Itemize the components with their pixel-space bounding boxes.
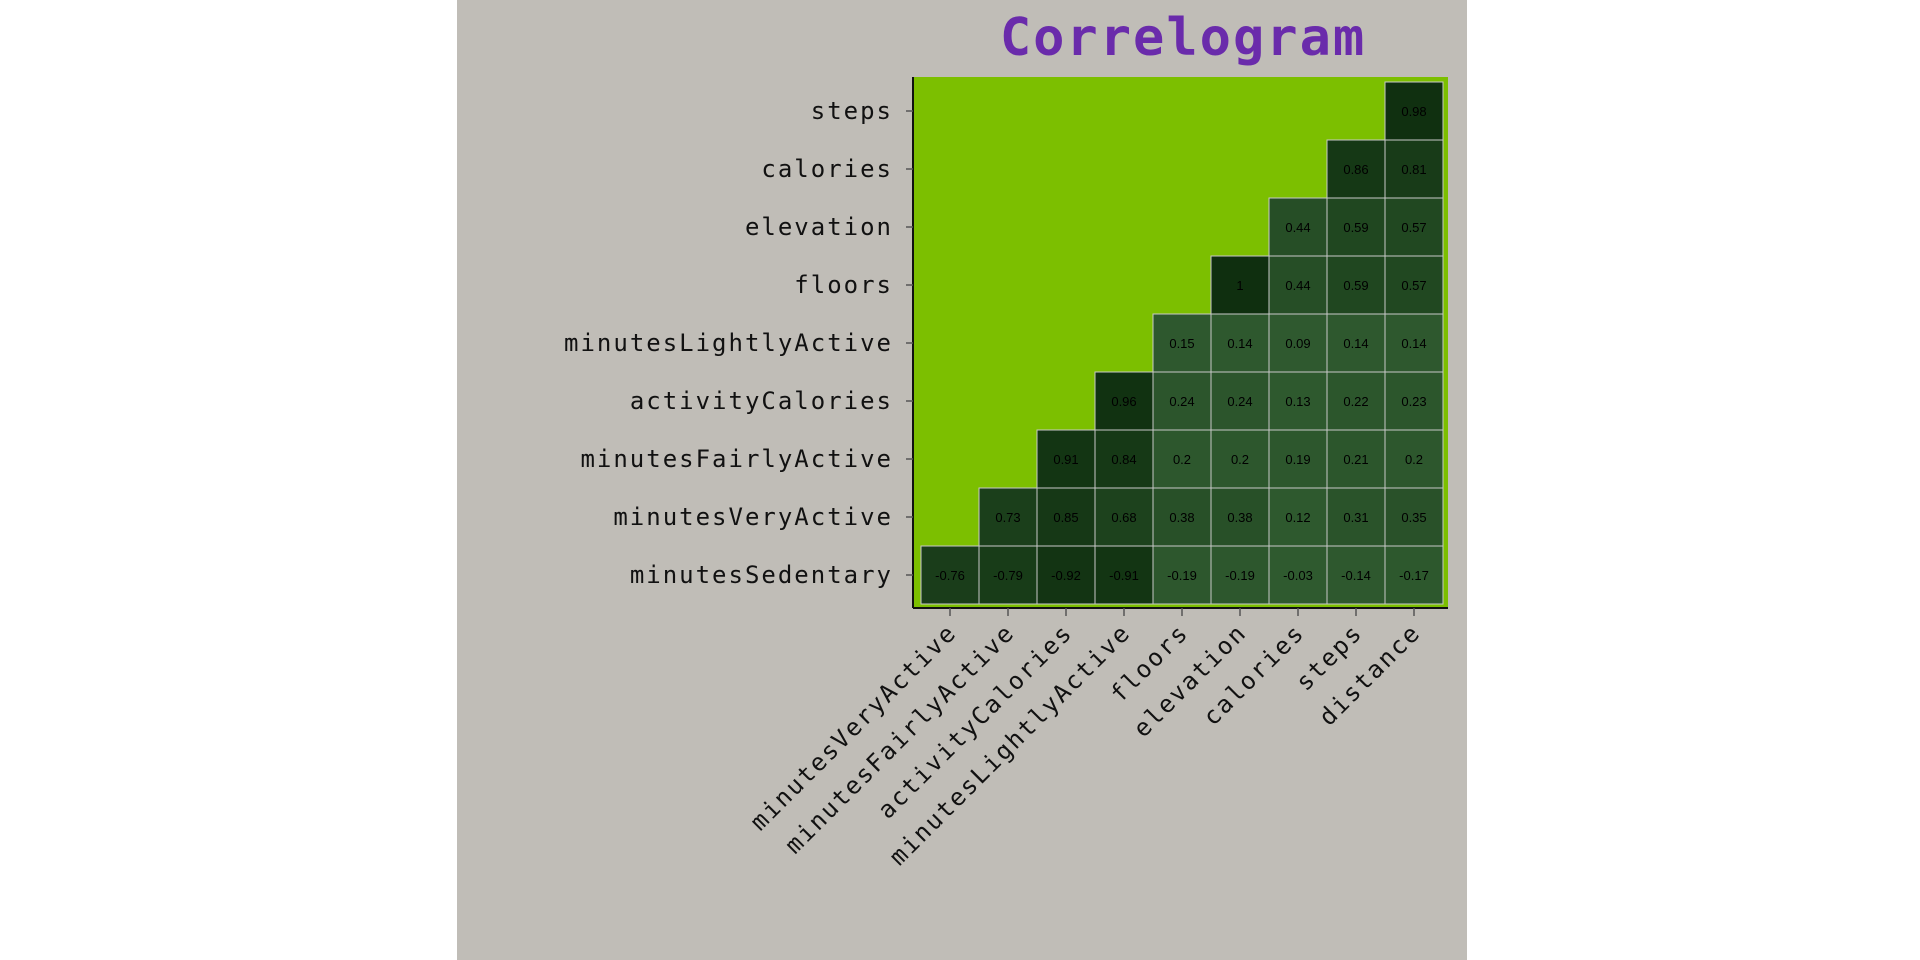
cell-value-label: 0.81 (1401, 162, 1426, 177)
y-tick-label: steps (811, 97, 893, 125)
cell-value-label: -0.03 (1283, 568, 1313, 583)
cell-value-label: -0.19 (1225, 568, 1255, 583)
cell-value-label: 0.14 (1227, 336, 1252, 351)
cell-value-label: 0.31 (1343, 510, 1368, 525)
heatmap-cell (1384, 313, 1444, 373)
heatmap-cell (1326, 313, 1386, 373)
y-tick-label: floors (794, 271, 893, 299)
cell-value-label: 0.12 (1285, 510, 1310, 525)
heatmap-cell (1384, 81, 1444, 141)
heatmap-cell (1210, 545, 1270, 605)
heatmap-cell (1094, 545, 1154, 605)
chart-title: Correlogram (1000, 8, 1366, 68)
cell-value-label: 0.2 (1173, 452, 1191, 467)
cell-value-label: 0.19 (1285, 452, 1310, 467)
heatmap-cell (1326, 139, 1386, 199)
cell-value-label: 0.21 (1343, 452, 1368, 467)
heatmap-cell (1152, 313, 1212, 373)
cell-value-label: 0.86 (1343, 162, 1368, 177)
heatmap-cell (1326, 487, 1386, 547)
cell-value-label: 0.57 (1401, 278, 1426, 293)
y-tick-label: minutesSedentary (630, 561, 893, 589)
cell-value-label: 0.98 (1401, 104, 1426, 119)
cell-value-label: 0.44 (1285, 220, 1310, 235)
cell-value-label: 0.96 (1111, 394, 1136, 409)
heatmap-cell (1326, 545, 1386, 605)
cell-value-label: -0.92 (1051, 568, 1081, 583)
heatmap-cell (1384, 487, 1444, 547)
y-axis-labels: minutesSedentary minutesVeryActive minutes… (564, 97, 913, 589)
heatmap-cell (1326, 371, 1386, 431)
cell-value-label: 0.59 (1343, 278, 1368, 293)
y-tick-label: elevation (745, 213, 893, 241)
cell-value-label: 0.14 (1343, 336, 1368, 351)
heatmap-cell (1036, 545, 1096, 605)
cell-value-label: -0.19 (1167, 568, 1197, 583)
heatmap-cell (1152, 429, 1212, 489)
cell-value-label: 0.57 (1401, 220, 1426, 235)
cell-value-label: -0.79 (993, 568, 1023, 583)
cell-value-label: 0.2 (1231, 452, 1249, 467)
heatmap-cell (920, 545, 980, 605)
heatmap-cell (1384, 197, 1444, 257)
cell-value-label: 0.73 (995, 510, 1020, 525)
cell-value-label: 0.85 (1053, 510, 1078, 525)
cell-value-label: 0.23 (1401, 394, 1426, 409)
cell-value-label: 0.44 (1285, 278, 1310, 293)
heatmap-cell (1094, 371, 1154, 431)
cell-value-label: -0.14 (1341, 568, 1371, 583)
heatmap-cell (1210, 255, 1270, 315)
heatmap-cell (1268, 197, 1328, 257)
cell-value-label: 0.68 (1111, 510, 1136, 525)
heatmap-cell (1384, 255, 1444, 315)
y-tick-label: activityCalories (630, 387, 893, 415)
heatmap-cells: -0.76 -0.79 -0.92 -0.91 -0.19 -0.19 -0.03 -0.14… (920, 81, 1444, 605)
cell-value-label: 0.13 (1285, 394, 1310, 409)
cell-value-label: 0.59 (1343, 220, 1368, 235)
y-tick-label: calories (761, 155, 893, 183)
heatmap-cell (1152, 545, 1212, 605)
cell-value-label: 0.84 (1111, 452, 1136, 467)
cell-value-label: -0.17 (1399, 568, 1429, 583)
cell-value-label: 0.35 (1401, 510, 1426, 525)
heatmap-cell (1268, 255, 1328, 315)
cell-value-label: 0.24 (1169, 394, 1194, 409)
cell-value-label: 0.14 (1401, 336, 1426, 351)
cell-value-label: 0.38 (1169, 510, 1194, 525)
cell-value-label: -0.76 (935, 568, 965, 583)
cell-value-label: 0.2 (1405, 452, 1423, 467)
heatmap-cell (1384, 429, 1444, 489)
heatmap-cell (1094, 487, 1154, 547)
cell-value-label: 1 (1236, 278, 1243, 293)
cell-value-label: 0.38 (1227, 510, 1252, 525)
heatmap-cell (1384, 545, 1444, 605)
cell-value-label: 0.91 (1053, 452, 1078, 467)
cell-value-label: 0.09 (1285, 336, 1310, 351)
y-tick-label: minutesVeryActive (613, 503, 893, 531)
x-axis-labels: minutesVeryActiveminutesFairlyActiveacti… (745, 608, 1426, 871)
heatmap-cell (1268, 371, 1328, 431)
x-tick-label: minutesFairlyActive (779, 618, 1020, 859)
heatmap-cell (1210, 487, 1270, 547)
cell-value-label: 0.24 (1227, 394, 1252, 409)
heatmap-cell (978, 487, 1038, 547)
y-tick-label: minutesLightlyActive (564, 329, 893, 357)
cell-value-label: 0.15 (1169, 336, 1194, 351)
heatmap-cell (1036, 487, 1096, 547)
y-tick-label: minutesFairlyActive (580, 445, 893, 473)
heatmap-cell (1210, 371, 1270, 431)
cell-value-label: -0.91 (1109, 568, 1139, 583)
cell-value-label: 0.22 (1343, 394, 1368, 409)
